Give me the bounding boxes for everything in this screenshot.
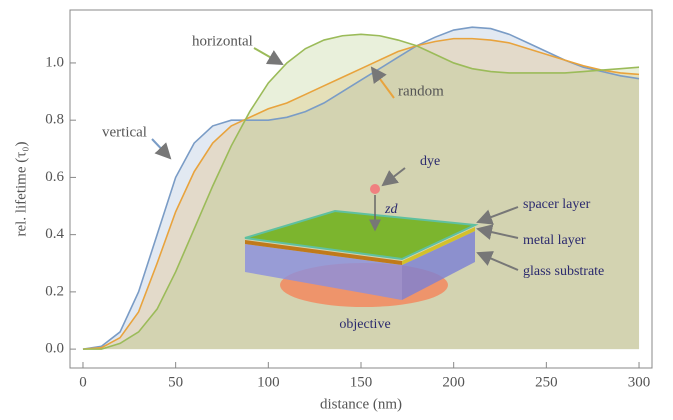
inset-diagram: dye zd spacer layer metal layer glass su… — [244, 154, 604, 332]
x-tick-label: 300 — [628, 374, 651, 390]
y-axis-label: rel. lifetime (τ₀) — [13, 142, 29, 237]
line — [82, 26, 640, 350]
spacer-top — [244, 209, 479, 261]
y-tick-label: 0.4 — [45, 226, 64, 242]
y-tick-label: 0.2 — [45, 283, 64, 299]
distance-label: zd — [384, 202, 398, 217]
dye-molecule — [370, 184, 380, 194]
x-tick-label: 0 — [79, 374, 87, 390]
metal-label: metal layer — [523, 233, 586, 248]
area — [82, 27, 640, 350]
line — [82, 37, 640, 350]
series-label: vertical — [102, 124, 147, 140]
objective-label: objective — [339, 317, 390, 332]
arrow — [476, 206, 519, 225]
metal-front — [245, 240, 402, 265]
area — [82, 34, 640, 350]
series-arrow — [151, 138, 172, 160]
series-arrow — [370, 66, 395, 99]
series-arrow — [253, 47, 284, 65]
arrow — [476, 251, 519, 271]
arrow — [381, 167, 406, 187]
x-tick-label: 50 — [168, 374, 183, 390]
series-label: random — [398, 83, 444, 99]
arrow — [476, 224, 519, 240]
glass-side — [402, 231, 475, 300]
y-tick-label: 0.8 — [45, 112, 64, 128]
line — [82, 33, 640, 350]
x-tick-label: 100 — [257, 374, 280, 390]
glass-front — [245, 244, 402, 300]
y-tick-label: 0.0 — [45, 341, 64, 357]
x-axis-label: distance (nm) — [320, 396, 402, 412]
y-tick-label: 0.6 — [45, 169, 64, 185]
x-tick-label: 150 — [350, 374, 373, 390]
metal-side — [402, 227, 475, 265]
series-label: horizontal — [192, 33, 253, 49]
x-tick-label: 250 — [535, 374, 558, 390]
y-tick-label: 1.0 — [45, 54, 64, 70]
area — [82, 38, 640, 350]
dye-label: dye — [420, 154, 440, 169]
glass-label: glass substrate — [523, 264, 604, 279]
spacer-label: spacer layer — [523, 197, 591, 212]
x-tick-label: 200 — [442, 374, 465, 390]
